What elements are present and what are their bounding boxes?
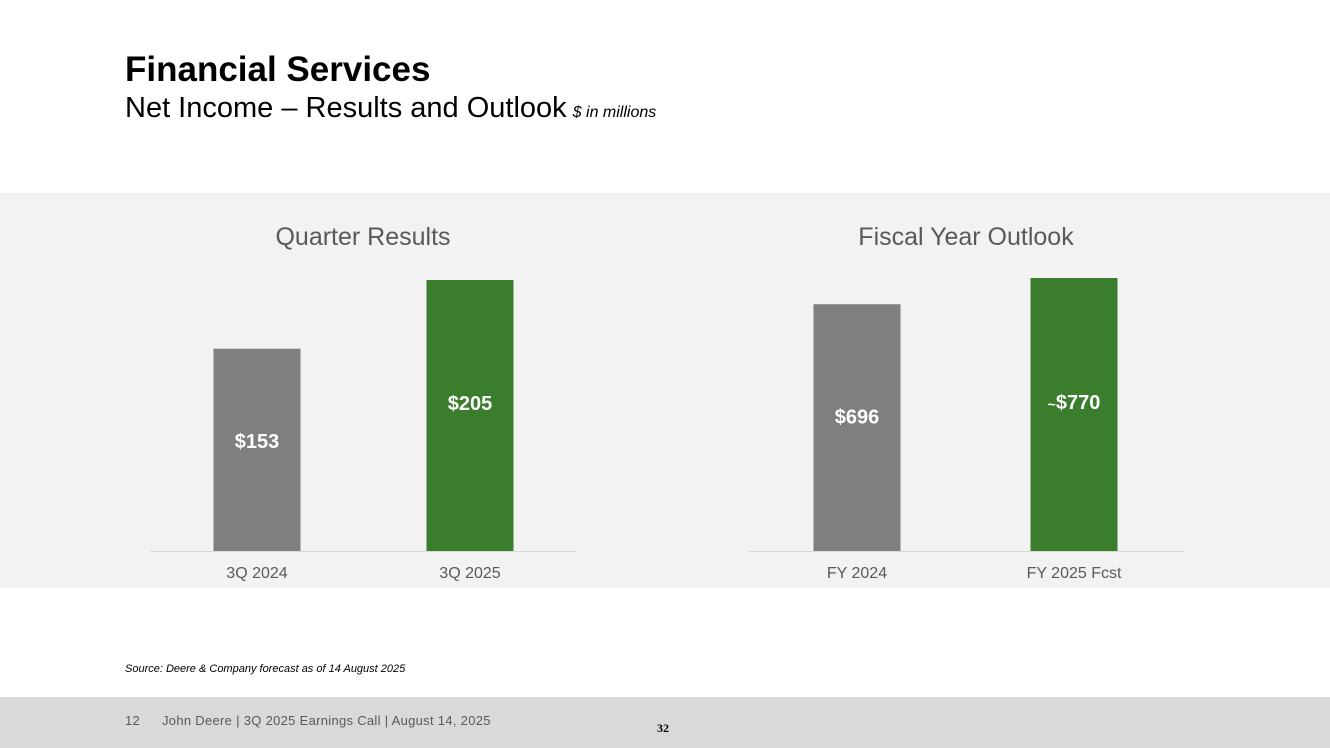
footer-bar: 12 John Deere | 3Q 2025 Earnings Call | … (0, 697, 1330, 748)
source-note: Source: Deere & Company forecast as of 1… (125, 663, 406, 675)
chart-title: Fiscal Year Outlook (858, 223, 1074, 251)
chart-panel: Quarter Results $153 3Q 2024 $205 3Q 2025 Fis… (0, 193, 1330, 588)
subtitle-text: Net Income – Results and Outlook (125, 92, 567, 124)
unit-note: $ in millions (572, 104, 657, 121)
data-label: ~$770 (1048, 392, 1101, 414)
data-label: $153 (235, 431, 280, 453)
data-label-value: $153 (235, 431, 280, 453)
footer-page-number: 12 (125, 713, 141, 728)
bar (813, 304, 901, 551)
bar (1030, 278, 1118, 551)
page-subtitle: Net Income – Results and Outlook $ in mil… (125, 92, 656, 125)
approx-prefix: ~ (1048, 396, 1056, 412)
x-tick-label: 3Q 2024 (226, 565, 287, 582)
x-tick-label: 3Q 2025 (439, 565, 500, 582)
data-label-value: $696 (835, 406, 880, 428)
slide-number: 32 (657, 721, 669, 735)
page-title: Financial Services (125, 50, 431, 89)
footer-text: John Deere | 3Q 2025 Earnings Call | Aug… (162, 713, 491, 728)
data-label-value: $205 (448, 393, 493, 415)
bar (426, 280, 514, 551)
chart-title: Quarter Results (275, 223, 450, 251)
charts-svg: Quarter Results $153 3Q 2024 $205 3Q 2025 Fis… (150, 223, 1184, 582)
x-tick-label: FY 2024 (827, 565, 887, 582)
x-tick-label: FY 2025 Fcst (1027, 565, 1122, 582)
data-label-value: $770 (1056, 392, 1101, 414)
data-label: $205 (448, 393, 493, 415)
data-label: $696 (835, 406, 880, 428)
bar (213, 348, 301, 551)
